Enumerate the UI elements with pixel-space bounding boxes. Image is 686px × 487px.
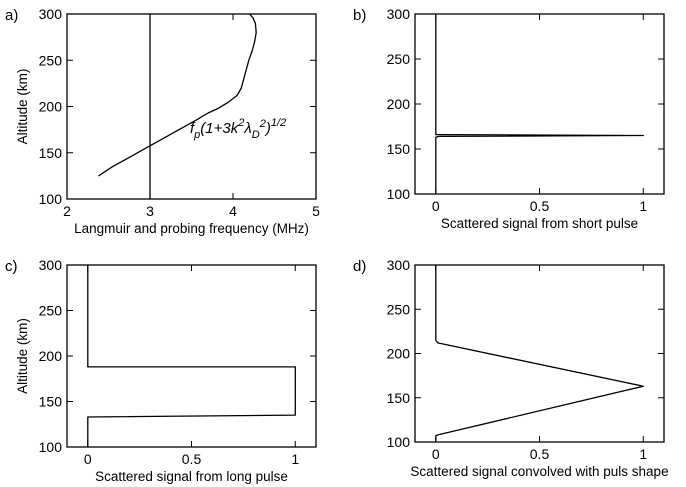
y-tick-label: 300	[387, 257, 411, 273]
x-tick-label: 0	[432, 198, 440, 214]
y-tick-label: 200	[39, 99, 63, 115]
y-tick-label: 100	[39, 191, 63, 207]
y-tick-label: 150	[387, 390, 411, 406]
x-axis-label: Scattered signal from short pulse	[441, 216, 638, 231]
y-tick-label: 200	[387, 96, 411, 112]
x-axis-label: Scattered signal from long pulse	[95, 469, 288, 484]
panel-d: 100 150 200 250 300 0 0.5 1 Scattered signal con…	[353, 257, 669, 479]
series-line-convolved-signal	[435, 265, 644, 442]
panel-label: c)	[5, 258, 18, 275]
x-tick-label: 5	[312, 203, 320, 219]
y-tick-label: 300	[387, 6, 411, 22]
y-tick-label: 100	[39, 439, 63, 455]
x-tick-label: 0.5	[530, 198, 550, 214]
y-tick-label: 300	[39, 257, 63, 273]
series-line-short-pulse-signal	[435, 14, 644, 194]
x-tick-label: 2	[63, 203, 71, 219]
y-tick-label: 250	[387, 51, 411, 67]
x-tick-label: 1	[291, 451, 299, 467]
y-tick-label: 250	[387, 301, 411, 317]
y-tick-label: 200	[387, 346, 411, 362]
plot-frame	[66, 13, 317, 200]
y-tick-label: 150	[39, 394, 63, 410]
y-tick-label: 100	[387, 186, 411, 202]
y-tick-label: 100	[387, 434, 411, 450]
y-tick-label: 200	[39, 348, 63, 364]
x-tick-label: 0	[432, 446, 440, 462]
x-tick-label: 3	[146, 203, 154, 219]
panel-label: a)	[5, 7, 18, 24]
x-tick-label: 1	[639, 446, 647, 462]
y-tick-label: 300	[39, 6, 63, 22]
panel-label: d)	[353, 258, 366, 275]
x-tick-label: 1	[639, 198, 647, 214]
y-axis-label: Altitude (km)	[15, 69, 30, 145]
x-axis-label: Scattered signal convolved with puls sha…	[410, 464, 668, 479]
x-axis-label: Langmuir and probing frequency (MHz)	[74, 221, 309, 236]
series-line-long-pulse-signal	[87, 265, 296, 447]
y-tick-label: 150	[387, 141, 411, 157]
x-tick-label: 4	[229, 203, 237, 219]
series-line-langmuir-frequency	[98, 13, 257, 177]
x-tick-label: 0	[84, 451, 92, 467]
y-axis-label: Altitude (km)	[15, 318, 30, 394]
y-tick-label: 250	[39, 303, 63, 319]
plot-frame	[414, 264, 665, 443]
plot-frame	[414, 13, 665, 195]
x-tick-label: 0.5	[182, 451, 202, 467]
y-tick-label: 250	[39, 52, 63, 68]
y-tick-label: 150	[39, 145, 63, 161]
panel-label: b)	[353, 7, 366, 24]
x-tick-label: 0.5	[530, 446, 550, 462]
curve-annotation: fp(1+3k2λD2)1/2	[190, 117, 286, 141]
plot-frame	[66, 264, 317, 448]
